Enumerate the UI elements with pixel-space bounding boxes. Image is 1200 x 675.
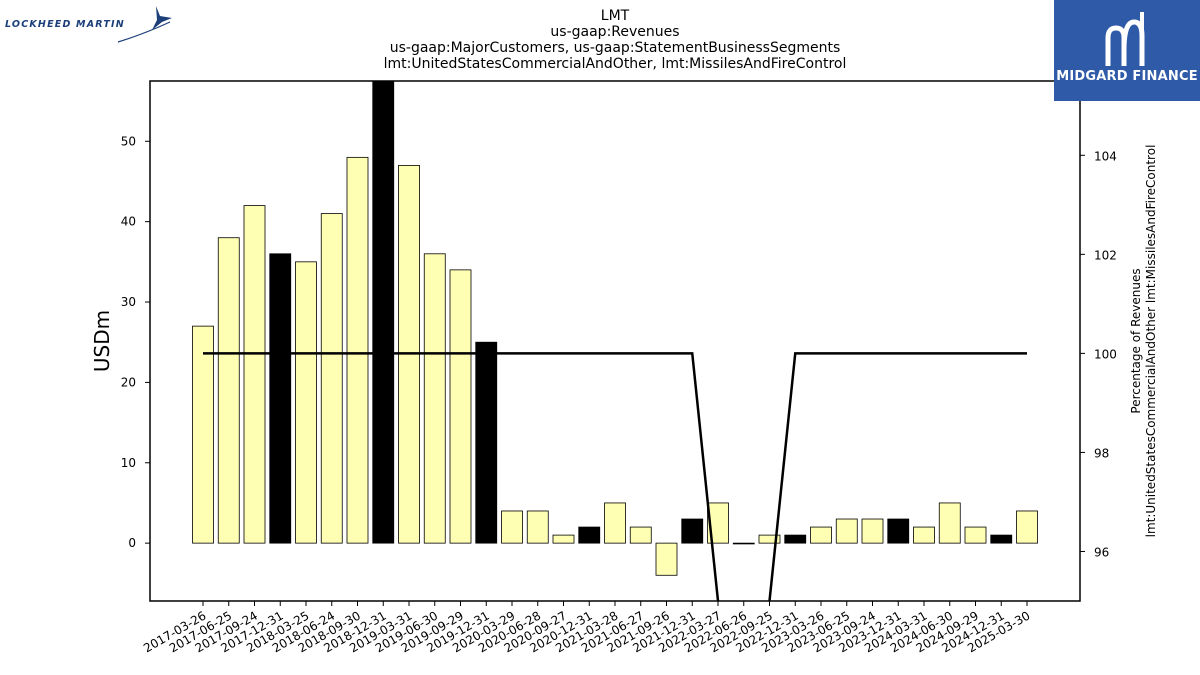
line-series bbox=[203, 352, 1027, 602]
bar bbox=[295, 261, 317, 544]
bar bbox=[578, 526, 601, 544]
y-right-tick-label: 104 bbox=[1094, 149, 1117, 163]
bar bbox=[449, 269, 472, 544]
bar bbox=[707, 502, 729, 544]
midgard-finance-logo: MIDGARD FINANCE bbox=[1054, 0, 1200, 101]
y-right-tick-label: 100 bbox=[1094, 347, 1117, 361]
y-right-tick-label: 102 bbox=[1094, 248, 1117, 262]
bar bbox=[784, 534, 807, 544]
midgard-finance-logo-text: MIDGARD FINANCE bbox=[1056, 69, 1198, 84]
bar bbox=[938, 502, 961, 544]
y-right-tick-label: 96 bbox=[1094, 545, 1109, 559]
y-axis-right: 96 98 100 102 104 bbox=[1080, 149, 1117, 559]
bar bbox=[526, 510, 549, 544]
bar bbox=[346, 156, 369, 544]
bar bbox=[758, 534, 781, 544]
bar bbox=[501, 510, 523, 544]
bar bbox=[604, 502, 626, 544]
lockheed-martin-logo-text: LOCKHEED MARTIN bbox=[5, 19, 125, 30]
bar bbox=[681, 518, 704, 544]
star-swoosh-icon bbox=[117, 6, 172, 43]
chart-title-line-3: us-gaap:MajorCustomers, us-gaap:Statemen… bbox=[390, 40, 841, 56]
bar-series bbox=[192, 80, 1038, 576]
bar bbox=[217, 237, 240, 544]
bar bbox=[810, 526, 832, 544]
y-tick-label: 50 bbox=[121, 134, 136, 148]
y-axis-label-left: USDm bbox=[90, 310, 114, 372]
bar bbox=[964, 526, 987, 544]
bar bbox=[269, 253, 292, 544]
bar bbox=[655, 542, 678, 576]
y-axis-left: 0 10 20 30 40 50 bbox=[121, 134, 150, 550]
bar bbox=[192, 325, 214, 544]
bar bbox=[990, 534, 1013, 544]
y-tick-label: 10 bbox=[121, 456, 136, 470]
y-axis-label-right-line-2: lmt:UnitedStatesCommercialAndOther lmt:M… bbox=[1144, 145, 1158, 538]
bar bbox=[372, 80, 395, 544]
bar bbox=[835, 518, 858, 544]
x-axis: 2017-03-262017-06-252017-09-242017-12-31… bbox=[141, 601, 1033, 655]
bar bbox=[861, 518, 884, 544]
bar bbox=[913, 526, 935, 544]
bar bbox=[887, 518, 910, 544]
bar bbox=[423, 253, 446, 544]
chart-title: LMT us-gaap:Revenues us-gaap:MajorCustom… bbox=[384, 8, 847, 72]
bar bbox=[243, 205, 266, 544]
chart-title-line-1: LMT bbox=[601, 8, 630, 24]
chart-title-line-2: us-gaap:Revenues bbox=[550, 24, 679, 40]
bar bbox=[629, 526, 652, 544]
y-right-tick-label: 98 bbox=[1094, 446, 1109, 460]
bar bbox=[732, 542, 755, 545]
lockheed-martin-logo: LOCKHEED MARTIN bbox=[4, 4, 174, 44]
bar bbox=[320, 213, 343, 544]
y-tick-label: 0 bbox=[128, 536, 136, 550]
line-series-path bbox=[768, 352, 1027, 602]
y-tick-label: 20 bbox=[121, 375, 136, 389]
bar bbox=[475, 341, 498, 544]
chart-title-line-4: lmt:UnitedStatesCommercialAndOther, lmt:… bbox=[384, 56, 847, 72]
y-tick-label: 30 bbox=[121, 295, 136, 309]
bar bbox=[1016, 510, 1038, 544]
midgard-monogram-icon bbox=[1105, 12, 1145, 66]
y-axis-label-right-line-1: Percentage of Revenues bbox=[1129, 268, 1143, 413]
line-series-path bbox=[203, 352, 720, 602]
y-tick-label: 40 bbox=[121, 215, 136, 229]
bar bbox=[552, 534, 575, 544]
